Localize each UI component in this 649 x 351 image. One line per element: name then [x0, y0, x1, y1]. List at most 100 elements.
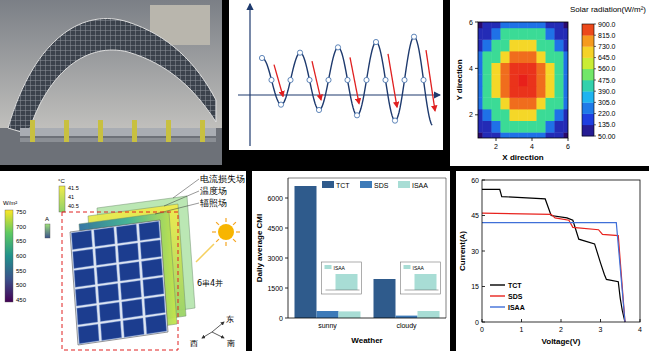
legend-label: SDS [374, 182, 389, 189]
tick-label: 0 [279, 315, 283, 322]
wave-point [345, 77, 350, 82]
heatmap-cell [546, 39, 555, 51]
legend-line [490, 306, 505, 307]
heatmap-cell [501, 109, 510, 121]
colorbar-label: 560.0 [598, 65, 616, 72]
axis [238, 94, 440, 95]
legend-label: TCT [508, 282, 522, 289]
pv-cell [98, 284, 119, 303]
colorbar [5, 210, 13, 302]
bar [418, 311, 440, 318]
bar [317, 311, 339, 318]
colorbar-segment [582, 58, 594, 70]
heatmap-cell [519, 109, 528, 121]
axis-title: Current(A) [458, 231, 467, 271]
colorbar-tick [594, 24, 596, 25]
heatmap-cell [483, 121, 492, 133]
heatmap-cell [501, 121, 510, 133]
legend-label: SDS [508, 293, 523, 300]
colorbar-segment [582, 35, 594, 47]
wave-point [364, 77, 369, 82]
heatmap-cell [546, 22, 555, 28]
heatmap-cell [564, 39, 569, 51]
clamp [64, 120, 69, 142]
inset-bar [415, 274, 437, 290]
heatmap-cell [501, 22, 510, 28]
panel-bg [229, 0, 443, 150]
inset-legend-label: ISAA [413, 265, 425, 271]
heatmap-cell [555, 109, 564, 121]
colorbar-unit: W/m² [3, 200, 17, 206]
pv-cell [94, 227, 115, 246]
colorbar-label: 135.0 [598, 121, 616, 128]
heatmap-cell [478, 109, 483, 121]
legend-line [490, 295, 505, 296]
compass-arrow [212, 322, 224, 332]
heatmap-cell [537, 63, 546, 75]
wave-curve [262, 37, 432, 126]
tick-label: 6 [566, 143, 570, 150]
legend-swatch [322, 181, 334, 188]
heatmap-cell [555, 74, 564, 86]
heatmap-cell [537, 121, 546, 133]
layer-label: 温度场 [200, 186, 227, 196]
heatmap-cell [492, 63, 501, 75]
plot-frame [482, 180, 640, 322]
heatmap-cell [519, 63, 528, 75]
tick [285, 198, 288, 199]
tick-label: cloudy [396, 322, 417, 330]
wave-point [354, 113, 359, 118]
plot-frame [288, 178, 446, 179]
tick [482, 319, 483, 322]
pv-cell [77, 306, 98, 325]
colorbar-segment [582, 125, 594, 137]
colorbar-label: 900.0 [598, 21, 616, 28]
heatmap-cell [478, 74, 483, 86]
heatmap-cell [483, 39, 492, 51]
colorbar-label: 40.5 [68, 203, 79, 209]
heatmap-cell [492, 109, 501, 121]
heatmap-cell [492, 39, 501, 51]
colorbar-tick [594, 68, 596, 69]
heatmap-cell [483, 97, 492, 109]
colorbar-tick [594, 136, 596, 137]
inset-legend-label: ISAA [334, 265, 346, 271]
wave-point [421, 77, 426, 82]
leader-line [173, 179, 199, 198]
heatmap-cell [537, 74, 546, 86]
heatmap-cell [501, 132, 510, 138]
tick-label: 4 [638, 326, 642, 333]
panel-bg [252, 171, 450, 351]
legend-label: ISAA [508, 304, 525, 311]
heatmap-cell [483, 51, 492, 63]
tick [482, 322, 485, 323]
tick-label: 3 [599, 326, 603, 333]
wave-point [373, 39, 378, 44]
tick [482, 180, 485, 181]
colorbar-tick [594, 80, 596, 81]
colorbar-label: 500 [16, 282, 27, 288]
heatmap-cell [555, 63, 564, 75]
colorbar-label: 450 [16, 297, 27, 303]
heatmap-cell [501, 28, 510, 40]
colorbar-unit: A [45, 216, 49, 222]
tick [532, 138, 533, 141]
tick-label: 45 [471, 212, 479, 219]
heatmap-cell [537, 86, 546, 98]
tick [600, 319, 601, 322]
colorbar-label: 650 [16, 238, 27, 244]
colorbar-label: 41 [68, 194, 74, 200]
heatmap-cell [510, 74, 519, 86]
wave-point [278, 102, 283, 107]
sun-ray [233, 222, 236, 225]
heatmap-cell [555, 97, 564, 109]
red-arrow [388, 54, 397, 107]
iv-curve [482, 189, 625, 322]
heatmap-cell [519, 121, 528, 133]
pv-cell [143, 277, 164, 296]
heatmap-cell [478, 51, 483, 63]
heatmap-cell [519, 39, 528, 51]
heatmap-cell [546, 121, 555, 133]
wave-point [402, 77, 407, 82]
lines [482, 189, 625, 322]
